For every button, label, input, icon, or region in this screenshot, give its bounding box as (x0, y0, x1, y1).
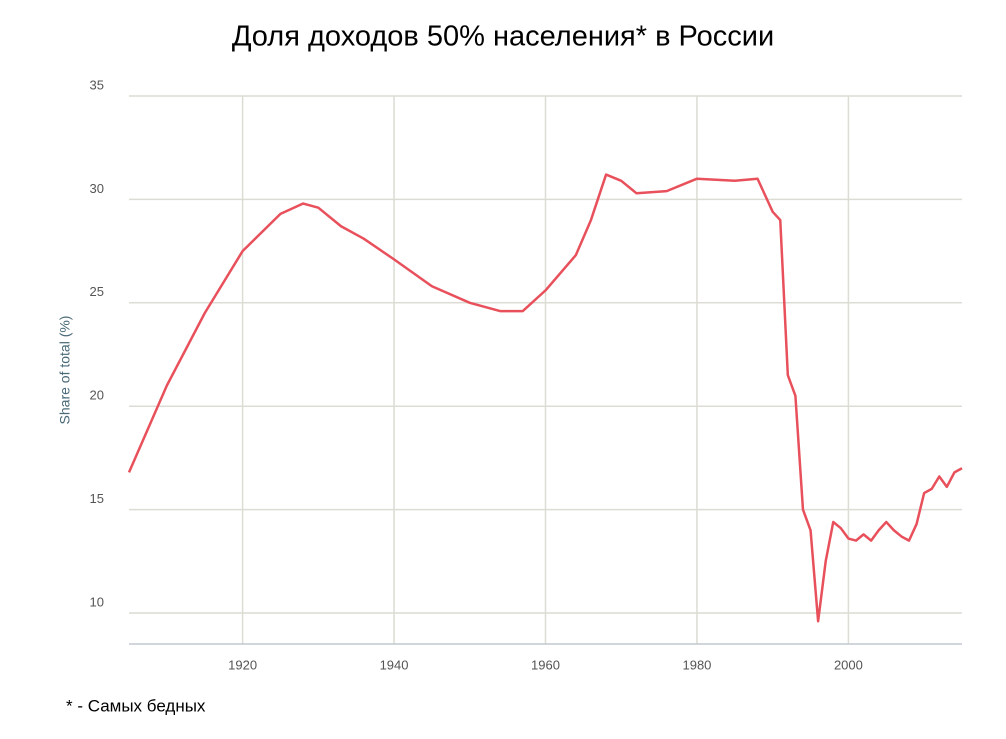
x-tick-label: 2000 (834, 657, 863, 672)
x-tick-label: 1960 (531, 657, 560, 672)
x-tick-label: 1980 (682, 657, 711, 672)
y-tick-label: 15 (90, 491, 104, 506)
chart-title: Доля доходов 50% населения* в России (232, 21, 774, 53)
y-axis-label: Share of total (%) (57, 316, 73, 425)
y-tick-label: 20 (90, 388, 104, 403)
line-series (127, 173, 963, 623)
x-tick-label: 1940 (380, 657, 409, 672)
x-tick-label: 1920 (228, 657, 257, 672)
y-tick-label: 25 (90, 284, 104, 299)
y-tick-label: 30 (90, 181, 104, 196)
y-tick-label: 10 (90, 594, 104, 609)
footnote: * - Самых бедных (66, 696, 206, 715)
y-tick-label: 35 (90, 77, 104, 92)
